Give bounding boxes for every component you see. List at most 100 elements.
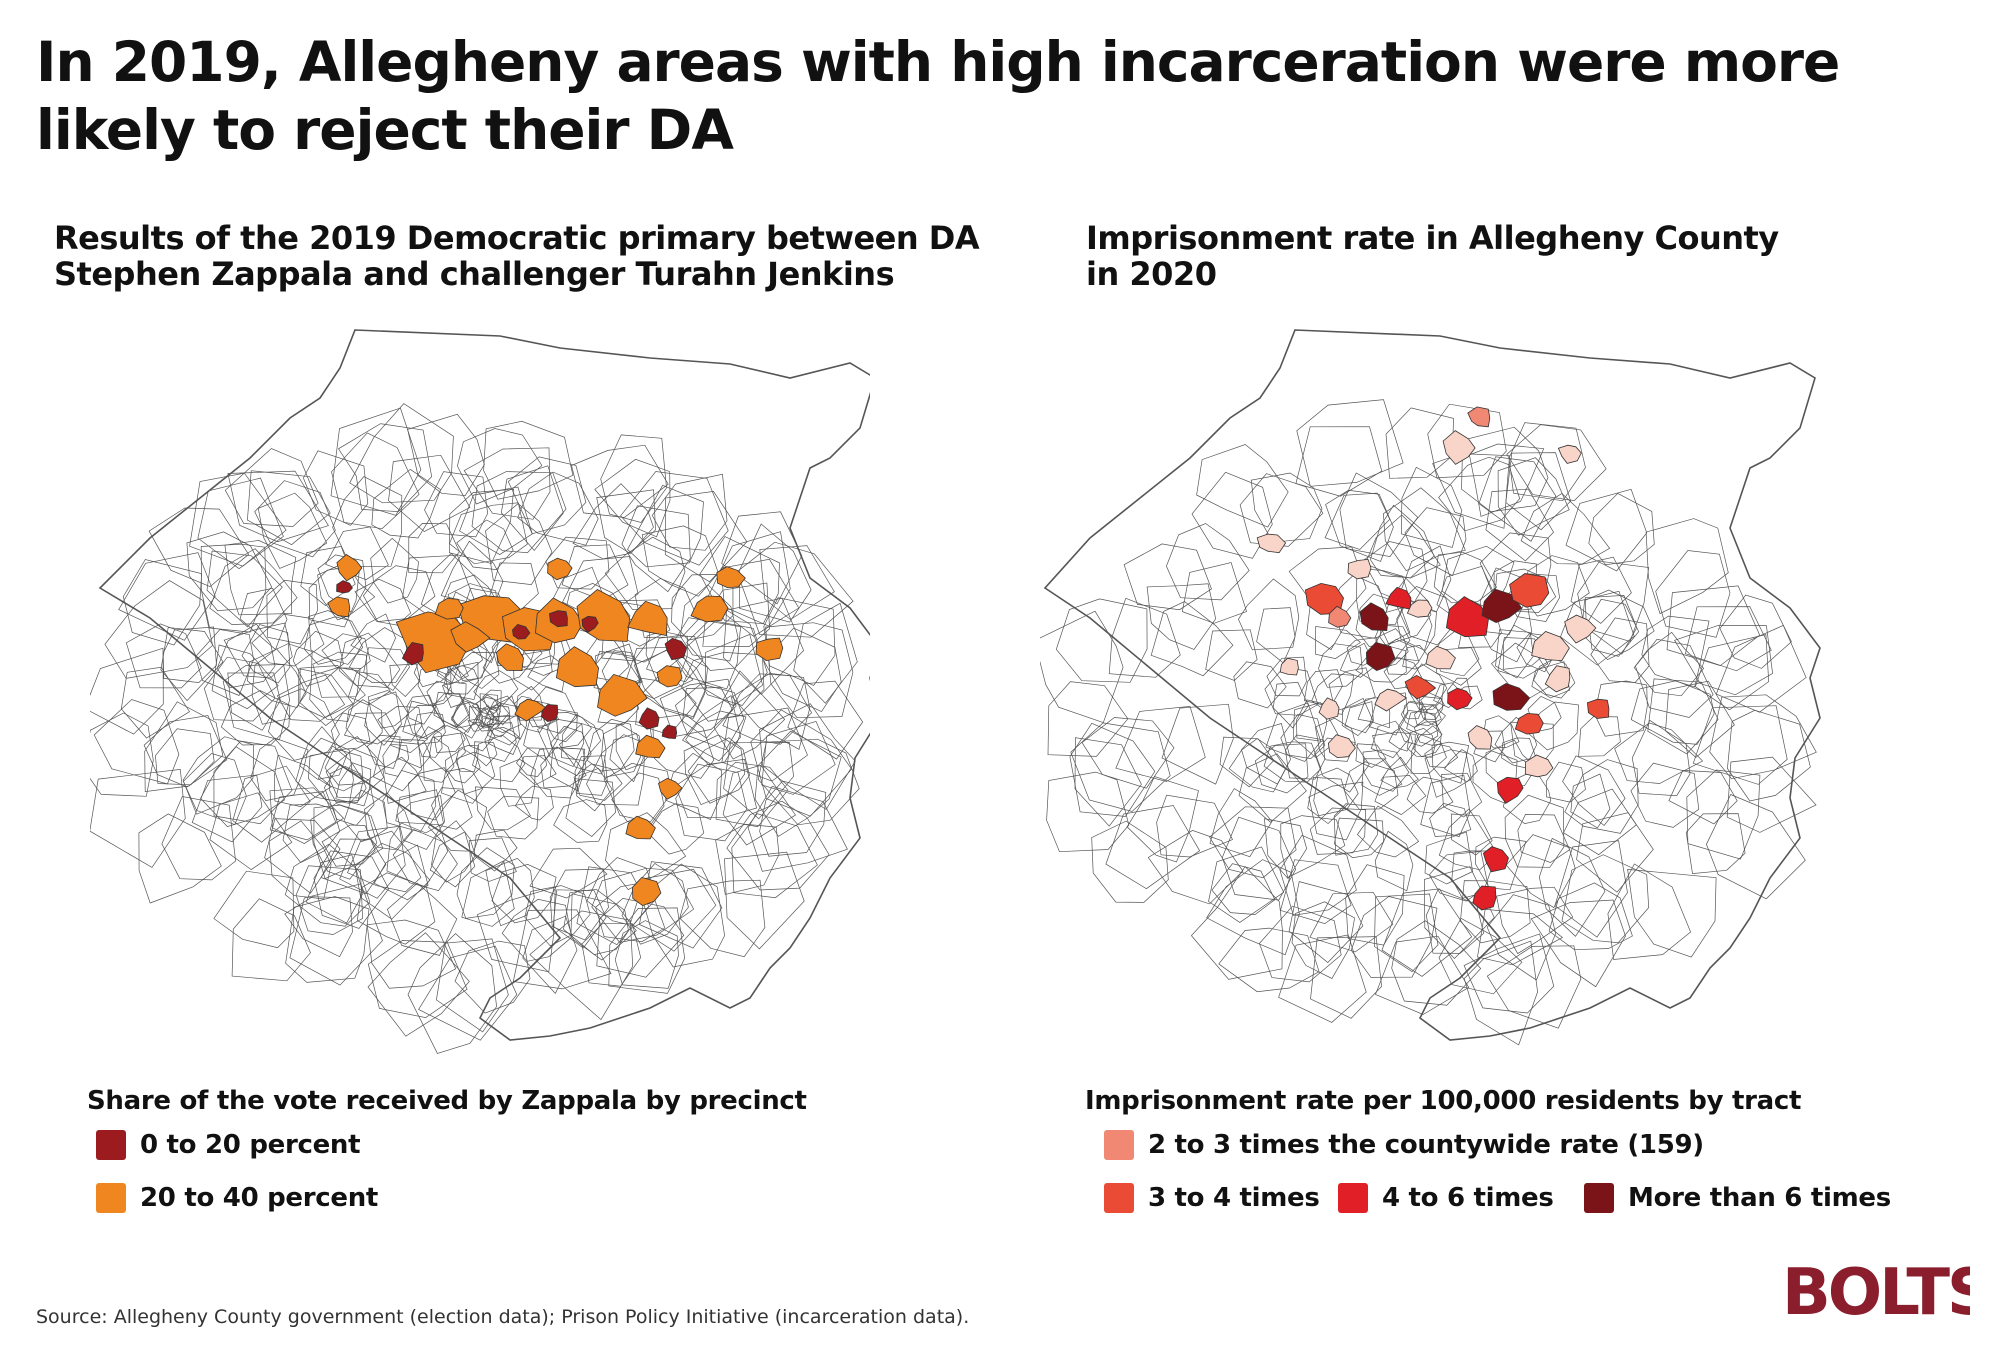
boundary-polygon [1633, 631, 1705, 697]
boundary-polygon [675, 763, 748, 842]
boundary-polygon [317, 745, 364, 792]
boundary-polygon [759, 780, 827, 857]
boundary-polygon [321, 824, 376, 867]
boundary-polygon [1356, 805, 1420, 858]
boundary-polygon [203, 656, 276, 722]
boundary-polygon [1375, 935, 1470, 1015]
boundary-polygon [431, 820, 476, 883]
legend-label: 4 to 6 times [1382, 1183, 1554, 1213]
boundary-polygon [191, 774, 263, 843]
boundary-polygon [484, 722, 517, 762]
boundary-polygon [1238, 578, 1300, 651]
boundary-polygon [1074, 737, 1142, 827]
boundary-polygon [299, 665, 366, 726]
boundary-polygon [345, 699, 383, 745]
boundary-polygon [386, 882, 458, 956]
boundary-polygon [144, 701, 224, 792]
boundary-polygon [1388, 727, 1413, 752]
boundary-polygon [473, 829, 518, 872]
boundary-polygon [1428, 851, 1489, 902]
boundary-polygon [309, 667, 361, 722]
boundary-polygon [1150, 601, 1234, 677]
boundary-polygon [1147, 830, 1244, 905]
boundary-polygon [499, 758, 536, 807]
boundary-polygon [213, 870, 295, 949]
boundary-polygon [574, 755, 608, 796]
svg-text:BOLTS: BOLTS [1782, 1256, 1970, 1324]
boundary-polygon [90, 712, 154, 797]
boundary-polygon [723, 742, 794, 820]
boundary-polygon [517, 471, 599, 546]
boundary-polygon [241, 624, 291, 684]
boundary-polygon [1715, 624, 1807, 713]
boundary-polygon [269, 791, 337, 841]
boundary-polygon [295, 865, 363, 935]
boundary-polygon [328, 766, 367, 803]
boundary-polygon [685, 710, 747, 766]
boundary-polygon [1385, 407, 1454, 479]
left-legend-title: Share of the vote received by Zappala by… [87, 1086, 807, 1116]
boundary-polygon [545, 536, 610, 590]
boundary-polygon [594, 458, 671, 538]
boundary-polygon [647, 803, 705, 855]
boundary-polygon [1238, 753, 1307, 823]
boundary-polygon [1404, 507, 1467, 577]
highlighted-area [1467, 406, 1491, 428]
boundary-polygon [449, 502, 528, 565]
boundary-polygon [641, 863, 725, 968]
boundary-polygon [713, 670, 786, 760]
boundary-polygon [750, 709, 853, 817]
boundary-polygon [456, 519, 514, 570]
boundary-polygon [1333, 817, 1384, 859]
boundary-polygon [1211, 863, 1276, 915]
boundary-polygon [793, 602, 858, 704]
highlighted-area [625, 815, 656, 840]
boundary-polygon [1450, 813, 1493, 856]
highlighted-area [1385, 586, 1412, 610]
boundary-polygon [310, 803, 378, 880]
boundary-polygon [1561, 854, 1650, 944]
boundary-polygon [1108, 597, 1181, 678]
boundary-polygon [501, 898, 572, 962]
legend-swatch [1104, 1183, 1134, 1213]
boundary-polygon [1310, 936, 1382, 1019]
boundary-polygon [1406, 728, 1436, 758]
boundary-polygon [476, 707, 495, 727]
highlighted-area [1327, 734, 1356, 759]
boundary-polygon [491, 864, 557, 924]
boundary-polygon [440, 768, 484, 804]
boundary-polygon [1545, 761, 1586, 803]
highlighted-area [716, 566, 746, 589]
boundary-polygon [343, 789, 388, 843]
boundary-polygon [571, 444, 669, 518]
boundary-polygon [273, 754, 332, 807]
boundary-polygon [731, 813, 818, 899]
boundary-polygon [1221, 816, 1297, 901]
boundary-polygon [563, 888, 629, 955]
boundary-polygon [182, 736, 255, 815]
boundary-polygon [405, 705, 445, 740]
highlighted-area [1425, 645, 1456, 670]
highlighted-area [1481, 588, 1523, 624]
boundary-polygon [1432, 453, 1510, 529]
boundary-polygon [1209, 788, 1273, 858]
boundary-polygon [1424, 743, 1459, 768]
boundary-polygon [1254, 743, 1309, 794]
boundary-polygon [350, 613, 396, 663]
boundary-polygon [1265, 702, 1322, 762]
boundary-polygon [674, 683, 745, 751]
boundary-polygon [459, 486, 533, 556]
boundary-polygon [454, 940, 531, 1014]
boundary-polygon [118, 552, 216, 641]
highlighted-area [661, 724, 678, 740]
highlighted-area [638, 707, 660, 730]
boundary-polygon [1564, 759, 1639, 834]
boundary-polygon [429, 831, 476, 888]
boundary-polygon [232, 765, 311, 843]
highlighted-area [658, 777, 683, 800]
boundary-polygon [1645, 518, 1729, 615]
boundary-polygon [377, 706, 423, 742]
boundary-polygon [1607, 863, 1692, 960]
boundary-polygon [522, 915, 578, 995]
boundary-polygon [251, 648, 307, 725]
